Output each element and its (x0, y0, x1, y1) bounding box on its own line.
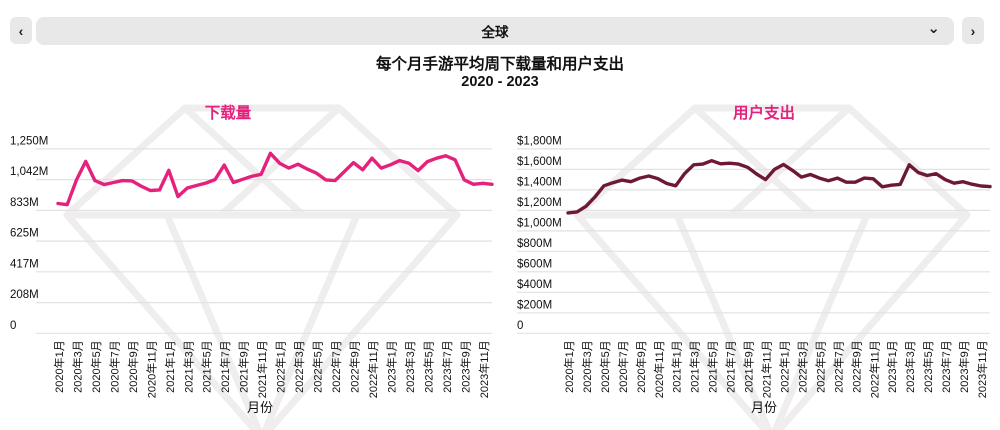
y-axis-label: $1,400M (517, 176, 562, 188)
y-axis-label: 833M (10, 197, 39, 209)
x-axis-label: 2023年5月 (421, 340, 435, 393)
x-axis-label: 2021年7月 (724, 340, 738, 393)
x-axis-label: 2023年9月 (957, 340, 971, 393)
x-axis-label: 2021年3月 (181, 340, 195, 393)
x-axis-title: 月份 (751, 400, 777, 415)
y-axis-label: $800M (517, 238, 552, 250)
page-header: 每个月手游平均周下载量和用户支出 2020 - 2023 (0, 55, 1000, 91)
x-axis-label: 2022年7月 (329, 340, 343, 393)
page-subtitle: 2020 - 2023 (461, 74, 539, 90)
x-axis-label: 2022年7月 (831, 340, 845, 393)
downloads-chart-line (56, 151, 494, 207)
x-axis-label: 2020年3月 (580, 340, 594, 393)
x-axis-label: 2020年9月 (126, 340, 140, 393)
y-axis-label: $600M (517, 258, 552, 270)
x-axis-label: 2020年7月 (107, 340, 121, 393)
x-axis-label: 2020年9月 (634, 340, 648, 393)
x-axis-label: 2022年5月 (311, 340, 325, 393)
x-axis-label: 2020年1月 (52, 340, 66, 393)
x-axis-label: 2021年7月 (218, 340, 232, 393)
x-axis-label: 2020年5月 (598, 340, 612, 393)
y-axis-label: 1,042M (10, 166, 48, 178)
x-axis-label: 2020年11月 (652, 340, 666, 398)
gem-watermark-icon (573, 104, 971, 430)
x-axis-label: 2023年11月 (975, 340, 989, 398)
spend-chart-line (566, 158, 992, 215)
previous-region-button[interactable]: ‹ (10, 17, 32, 44)
x-axis-label: 2020年11月 (144, 340, 158, 398)
x-axis-label: 2021年9月 (742, 340, 756, 393)
page-title: 每个月手游平均周下载量和用户支出 (375, 56, 624, 73)
chart-title: 用户支出 (733, 103, 795, 122)
x-axis-label: 2020年5月 (89, 340, 103, 393)
x-axis-label: 2023年5月 (921, 340, 935, 393)
y-axis-label: 625M (10, 228, 39, 240)
y-axis-label: 417M (10, 258, 39, 270)
y-axis-label: 1,250M (10, 135, 48, 147)
x-axis-label: 2022年11月 (366, 340, 380, 398)
x-axis-label: 2023年11月 (477, 340, 491, 398)
x-axis-label: 2021年1月 (163, 340, 177, 393)
x-axis-label: 2022年9月 (849, 340, 863, 393)
region-dropdown[interactable]: 全球 ⌄ (36, 17, 954, 45)
gridlines (36, 148, 492, 334)
gridlines (517, 148, 990, 334)
chevron-down-icon: ⌄ (927, 20, 940, 37)
downloads-chart: 1,250M 1,042M 833M 625M 417M 208M 0 2020年1月 2020… (10, 104, 494, 430)
x-axis-label: 2020年3月 (71, 340, 85, 393)
y-axis-label: $1,600M (517, 156, 562, 168)
y-axis-label: $1,000M (517, 217, 562, 229)
x-axis-label: 2022年3月 (292, 340, 306, 393)
charts-canvas: 1,250M 1,042M 833M 625M 417M 208M 0 2020年1月 2020… (10, 103, 992, 430)
y-axis-label: $200M (517, 299, 552, 311)
next-region-button[interactable]: › (962, 17, 984, 44)
x-axis-label: 2023年7月 (440, 340, 454, 393)
region-dropdown-value: 全球 (481, 25, 509, 40)
x-axis-label: 2022年11月 (867, 340, 881, 398)
y-axis-label: 0 (517, 320, 523, 332)
x-axis-label: 2022年3月 (795, 340, 809, 393)
x-axis-label: 2020年7月 (616, 340, 630, 393)
x-axis-label: 2021年5月 (200, 340, 214, 393)
x-axis-label: 2023年3月 (403, 340, 417, 393)
x-axis-label: 2021年1月 (670, 340, 684, 393)
x-axis-label: 2021年11月 (255, 340, 269, 398)
x-axis-label: 2023年7月 (939, 340, 953, 393)
y-axis-label: $1,800M (517, 135, 562, 147)
y-axis-label: 0 (10, 320, 16, 332)
y-axis-label: $1,200M (517, 197, 562, 209)
x-axis-label: 2023年1月 (384, 340, 398, 393)
x-axis-label: 2022年1月 (778, 340, 792, 393)
y-axis-label: $400M (517, 279, 552, 291)
toolbar: ‹ 全球 ⌄ › (0, 0, 1000, 50)
x-axis-label: 2022年5月 (813, 340, 827, 393)
x-axis-label: 2020年1月 (562, 340, 576, 393)
x-axis-label: 2021年3月 (688, 340, 702, 393)
chart-title: 下载量 (205, 104, 252, 122)
x-axis-label: 2021年5月 (706, 340, 720, 393)
x-axis-label: 2023年1月 (885, 340, 899, 393)
x-axis-label: 2022年1月 (274, 340, 288, 393)
x-axis-title: 月份 (247, 400, 273, 415)
x-axis-label: 2022年9月 (348, 340, 362, 393)
spend-chart: $1,800M $1,600M $1,400M $1,200M $1,000M $800M… (517, 103, 992, 430)
x-axis-label: 2021年9月 (237, 340, 251, 393)
x-axis-label: 2023年9月 (458, 340, 472, 393)
x-axis-label: 2023年3月 (903, 340, 917, 393)
y-axis-label: 208M (10, 289, 39, 301)
x-axis-label: 2021年11月 (760, 340, 774, 398)
